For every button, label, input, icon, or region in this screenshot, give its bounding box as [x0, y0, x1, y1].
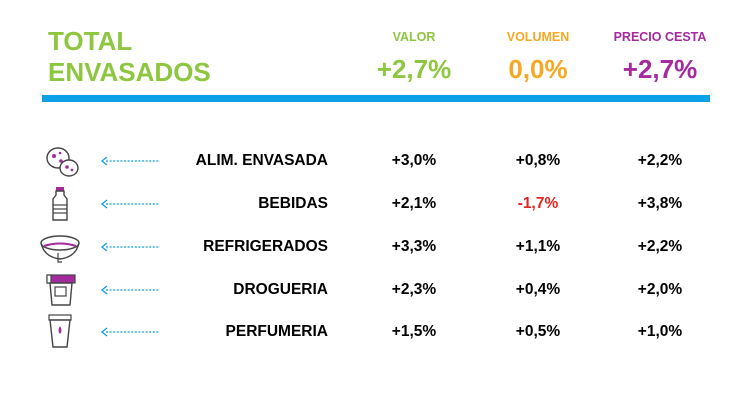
column-header-valor: VALOR +2,7%	[344, 0, 484, 86]
column-header-volumen: VOLUMEN 0,0%	[468, 0, 608, 86]
column-total-volumen: 0,0%	[508, 54, 568, 84]
category-label: DROGUERIA	[233, 281, 328, 298]
value-volumen: +0,8%	[515, 152, 561, 169]
header-divider	[42, 95, 710, 102]
column-header-precio-cesta: PRECIO CESTA +2,7%	[590, 0, 730, 86]
cookies-icon	[46, 147, 79, 177]
category-label: ALIM. ENVASADA	[195, 152, 328, 169]
yogurt-cup-icon	[40, 235, 80, 263]
table-row: PERFUMERIA +1,5% +0,5% +1,0%	[0, 314, 737, 350]
cream-tube-icon	[48, 314, 72, 348]
value-precio-cesta: +1,0%	[637, 323, 683, 340]
page-title: TOTAL ENVASADOS	[48, 26, 211, 88]
value-valor: +1,5%	[391, 323, 437, 340]
value-precio-cesta: +2,2%	[637, 152, 683, 169]
column-total-precio-cesta: +2,7%	[622, 54, 698, 84]
bottle-icon	[52, 187, 68, 221]
arrow-left-icon	[100, 285, 160, 295]
value-volumen: +0,5%	[515, 323, 561, 340]
column-label-valor: VALOR	[392, 30, 436, 44]
value-precio-cesta: +2,2%	[637, 238, 683, 255]
category-label: REFRIGERADOS	[203, 238, 328, 255]
title-line-1: TOTAL	[48, 26, 133, 56]
value-volumen: +1,1%	[515, 238, 561, 255]
value-precio-cesta: +2,0%	[637, 281, 683, 298]
table-row: DROGUERIA +2,3% +0,4% +2,0%	[0, 272, 737, 308]
value-valor: +2,3%	[391, 281, 437, 298]
column-label-volumen: VOLUMEN	[506, 30, 570, 44]
value-precio-cesta: +3,8%	[637, 195, 683, 212]
value-volumen: -1,7%	[517, 195, 559, 212]
table-row: BEBIDAS +2,1% -1,7% +3,8%	[0, 186, 737, 222]
arrow-left-icon	[100, 199, 160, 209]
column-total-valor: +2,7%	[376, 54, 452, 84]
arrow-left-icon	[100, 156, 160, 166]
value-valor: +3,3%	[391, 238, 437, 255]
value-volumen: +0,4%	[515, 281, 561, 298]
value-valor: +3,0%	[391, 152, 437, 169]
arrow-left-icon	[100, 242, 160, 252]
category-label: BEBIDAS	[258, 195, 328, 212]
column-label-precio-cesta: PRECIO CESTA	[613, 30, 707, 44]
title-line-2: ENVASADOS	[48, 57, 211, 87]
value-valor: +2,1%	[391, 195, 437, 212]
category-label: PERFUMERIA	[225, 323, 328, 340]
table-row: ALIM. ENVASADA +3,0% +0,8% +2,2%	[0, 143, 737, 179]
arrow-left-icon	[100, 327, 160, 337]
detergent-icon	[46, 274, 76, 306]
table-row: REFRIGERADOS +3,3% +1,1% +2,2%	[0, 229, 737, 265]
